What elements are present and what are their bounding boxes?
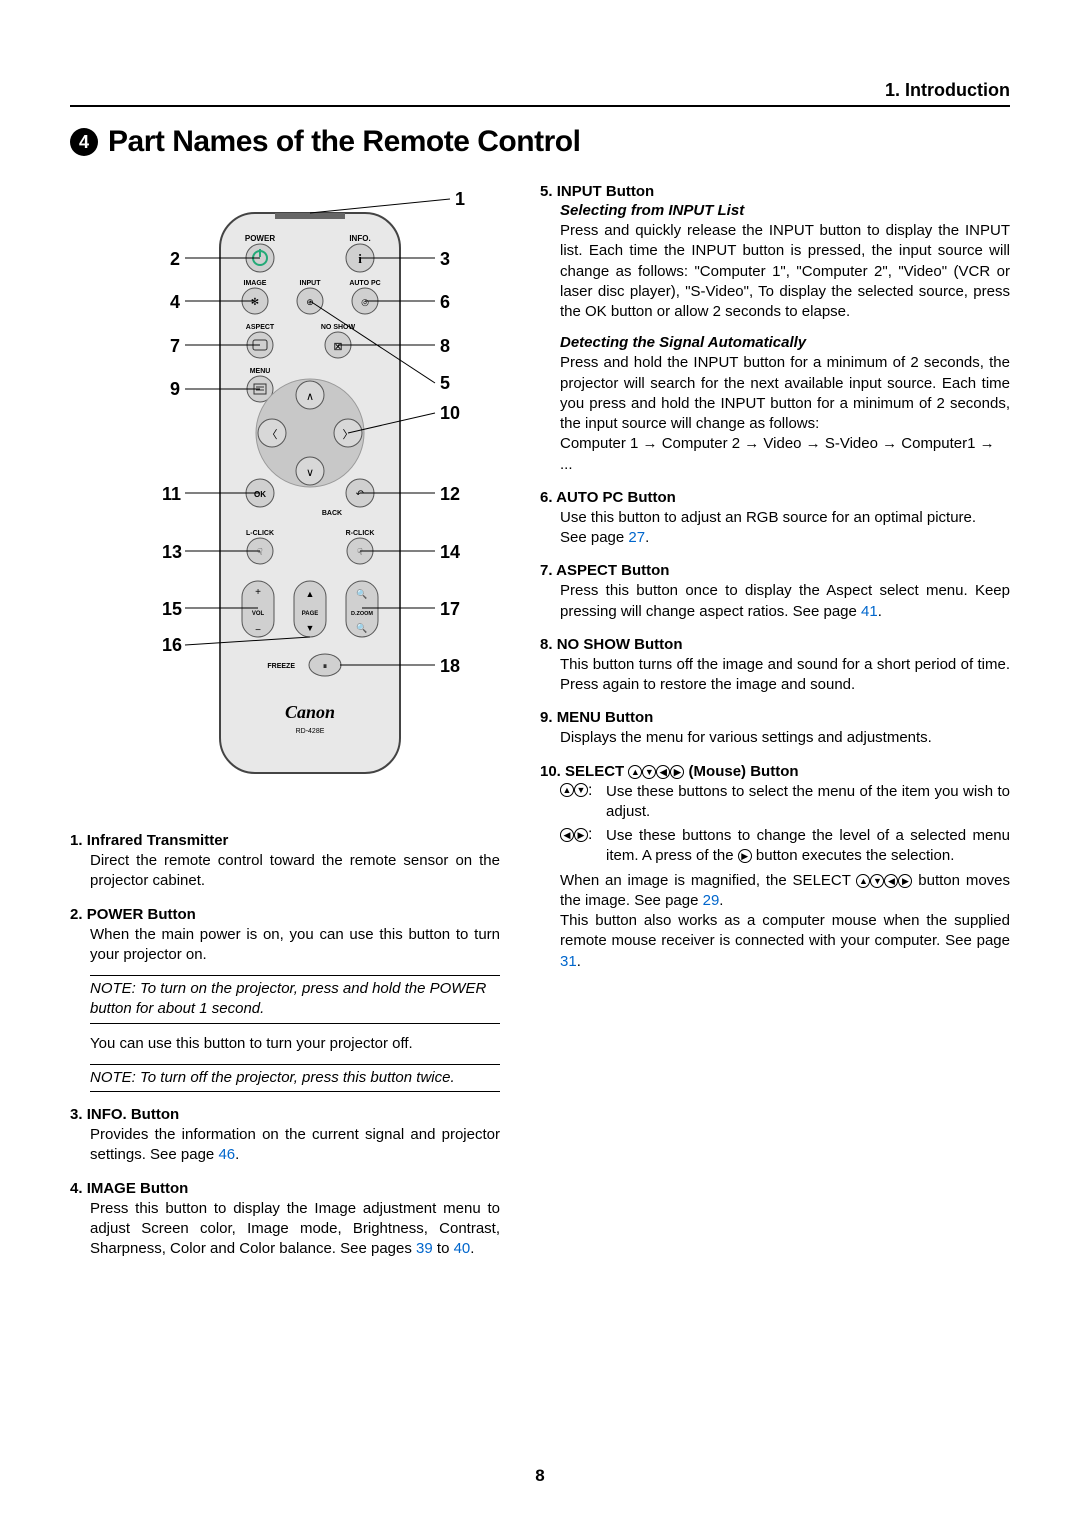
page-link[interactable]: 31 [560, 953, 577, 970]
svg-text:⊕: ⊕ [306, 297, 314, 307]
svg-text:VOL: VOL [252, 611, 265, 617]
svg-text:18: 18 [440, 656, 460, 676]
breadcrumb: 1. Introduction [70, 80, 1010, 107]
svg-text:1: 1 [455, 189, 465, 209]
svg-text:POWER: POWER [245, 234, 275, 243]
page-number: 8 [0, 1466, 1080, 1486]
svg-text:⊠: ⊠ [333, 341, 342, 353]
page-link[interactable]: 39 [416, 1240, 433, 1257]
page-link[interactable]: 41 [861, 603, 878, 620]
item-5: 5. INPUT Button Selecting from INPUT Lis… [540, 183, 1010, 475]
svg-text:2: 2 [170, 249, 180, 269]
svg-text:11: 11 [162, 484, 181, 504]
svg-text:9: 9 [170, 379, 180, 399]
svg-text:▲: ▲ [306, 589, 315, 599]
svg-text:+: + [255, 587, 261, 598]
svg-text:✻: ✻ [251, 297, 259, 308]
title-text: Part Names of the Remote Control [108, 125, 580, 159]
svg-text:IMAGE: IMAGE [244, 280, 267, 287]
svg-text:6: 6 [440, 292, 450, 312]
svg-text:INFO.: INFO. [349, 234, 370, 243]
svg-text:D.ZOOM: D.ZOOM [351, 611, 373, 617]
svg-text:5: 5 [440, 373, 450, 393]
item-4: 4. IMAGE Button Press this button to dis… [70, 1180, 500, 1260]
section-title: 4 Part Names of the Remote Control [70, 125, 1010, 159]
svg-text:Canon: Canon [285, 702, 335, 722]
right-column: 5. INPUT Button Selecting from INPUT Lis… [540, 183, 1010, 1273]
left-column: POWER INFO. i IMAGE INPUT AUTO PC ✻ ⊕ ◎ … [70, 183, 500, 1273]
svg-text:13: 13 [162, 542, 182, 562]
svg-text:🔍: 🔍 [356, 588, 367, 599]
svg-text:AUTO PC: AUTO PC [349, 280, 380, 287]
svg-text:OK: OK [254, 490, 266, 499]
svg-text:↶: ↶ [356, 489, 364, 500]
svg-text:〈: 〈 [267, 428, 278, 441]
svg-text:RD-428E: RD-428E [296, 728, 325, 735]
item-8: 8. NO SHOW Button This button turns off … [540, 636, 1010, 696]
svg-text:〉: 〉 [343, 428, 354, 441]
note: NOTE: To turn on the projector, press an… [90, 975, 500, 1024]
page-link[interactable]: 29 [703, 892, 720, 909]
svg-text:17: 17 [440, 599, 460, 619]
item-9: 9. MENU Button Displays the menu for var… [540, 709, 1010, 748]
item-2: 2. POWER Button When the main power is o… [70, 906, 500, 1093]
remote-diagram: POWER INFO. i IMAGE INPUT AUTO PC ✻ ⊕ ◎ … [70, 183, 500, 808]
item-7: 7. ASPECT Button Press this button once … [540, 562, 1010, 622]
svg-text:R-CLICK: R-CLICK [346, 530, 375, 537]
note: NOTE: To turn off the projector, press t… [90, 1064, 500, 1092]
svg-text:PAGE: PAGE [302, 611, 319, 617]
section-number-badge: 4 [70, 128, 98, 156]
page-link[interactable]: 40 [454, 1240, 471, 1257]
svg-text:L-CLICK: L-CLICK [246, 530, 274, 537]
svg-text:−: − [255, 625, 261, 636]
svg-text:3: 3 [440, 249, 450, 269]
svg-text:🔍: 🔍 [356, 622, 367, 633]
svg-text:14: 14 [440, 542, 460, 562]
item-10: 10. SELECT ▲▼◀▶ (Mouse) Button ▲▼: Use t… [540, 763, 1010, 972]
svg-text:12: 12 [440, 484, 460, 504]
svg-text:4: 4 [170, 292, 180, 312]
page-link[interactable]: 46 [218, 1146, 235, 1163]
svg-text:7: 7 [170, 336, 180, 356]
svg-text:◎: ◎ [361, 297, 369, 307]
svg-text:☟: ☟ [357, 547, 362, 557]
svg-text:16: 16 [162, 635, 182, 655]
svg-text:⏸: ⏸ [323, 661, 328, 671]
svg-text:☟: ☟ [257, 547, 262, 557]
item-3: 3. INFO. Button Provides the information… [70, 1106, 500, 1166]
svg-text:10: 10 [440, 403, 460, 423]
svg-text:MENU: MENU [250, 368, 271, 375]
item-6: 6. AUTO PC Button Use this button to adj… [540, 489, 1010, 549]
svg-text:8: 8 [440, 336, 450, 356]
svg-text:INPUT: INPUT [300, 280, 322, 287]
svg-text:∨: ∨ [306, 467, 314, 479]
svg-text:15: 15 [162, 599, 182, 619]
svg-text:BACK: BACK [322, 510, 342, 517]
svg-text:ASPECT: ASPECT [246, 324, 275, 331]
svg-text:▼: ▼ [306, 623, 315, 633]
svg-text:∧: ∧ [306, 391, 314, 403]
item-1: 1. Infrared Transmitter Direct the remot… [70, 832, 500, 892]
page-link[interactable]: 27 [628, 529, 645, 546]
svg-text:FREEZE: FREEZE [267, 663, 295, 670]
